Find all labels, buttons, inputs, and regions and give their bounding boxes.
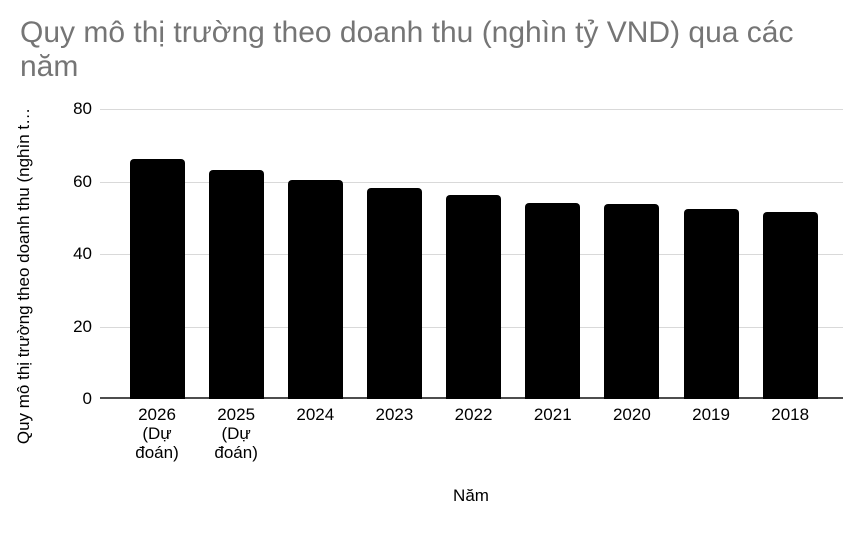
bar-2026[interactable] <box>129 159 185 399</box>
bar-2022[interactable] <box>446 194 502 399</box>
plot-area <box>100 109 843 399</box>
x-tick-label-2022: 2022 <box>454 405 493 424</box>
bar-2019[interactable] <box>683 209 739 399</box>
gridline-60 <box>100 181 843 183</box>
bar-2023[interactable] <box>366 187 422 399</box>
x-tick-label-2018: 2018 <box>771 405 810 424</box>
x-tick-label-2019: 2019 <box>692 405 730 424</box>
x-tick-label-2023: 2023 <box>375 405 414 424</box>
gridline-80 <box>100 109 843 110</box>
x-tick-label-2024: 2024 <box>296 405 335 424</box>
bar-2024[interactable] <box>287 180 343 399</box>
y-tick-label-80: 80 <box>73 99 92 118</box>
bar-2025[interactable] <box>208 170 264 399</box>
x-tick-label-2026: 2026 (Dự đoán) <box>135 405 179 462</box>
x-axis-title: Năm <box>453 486 489 505</box>
x-tick-label-2021: 2021 <box>533 405 572 424</box>
y-tick-label-20: 20 <box>73 316 92 336</box>
chart-title: Quy mô thị trường theo doanh thu (nghìn … <box>20 16 794 83</box>
bar-2018[interactable] <box>762 211 818 399</box>
x-tick-label-2025: 2025 (Dự đoán) <box>214 405 258 462</box>
x-tick-label-2020: 2020 <box>612 405 651 424</box>
bar-2020[interactable] <box>604 203 660 399</box>
bar-2021[interactable] <box>525 202 581 399</box>
y-tick-label-60: 60 <box>73 171 92 191</box>
y-tick-label-40: 40 <box>73 244 92 263</box>
y-tick-label-0: 0 <box>82 389 92 408</box>
